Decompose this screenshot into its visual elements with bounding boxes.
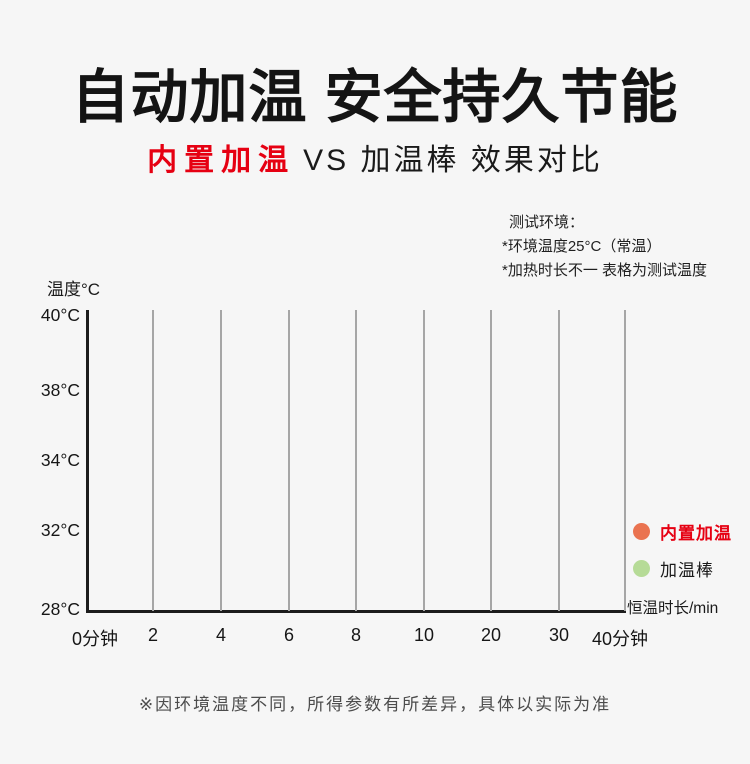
page-title: 自动加温 安全持久节能 — [71, 65, 679, 130]
x-tick-2: 2 — [147, 625, 159, 645]
y-tick-34: 34°C — [40, 450, 80, 470]
y-tick-28: 28°C — [40, 599, 80, 619]
gridline-4min — [220, 310, 222, 611]
y-axis-line — [86, 310, 89, 613]
gridline-10min — [423, 310, 425, 611]
x-tick-20: 20 — [480, 625, 502, 645]
legend-item-built-in-heating: 内置加温 — [633, 519, 732, 544]
legend-label-rod: 加温棒 — [660, 561, 714, 580]
subtitle-highlight: 内置加温 — [147, 144, 296, 177]
chart-legend: 内置加温 加温棒 — [633, 519, 732, 593]
x-tick-30: 30 — [548, 625, 570, 645]
x-tick-10: 10 — [413, 625, 435, 645]
y-tick-40: 40°C — [40, 305, 80, 325]
page-subtitle: 内置加温 VS 加温棒 效果对比 — [0, 141, 750, 181]
gridline-20min — [490, 310, 492, 611]
gridline-2min — [152, 310, 154, 611]
x-axis-line — [86, 610, 626, 613]
gridline-30min — [558, 310, 560, 611]
subtitle-rest: VS 加温棒 效果对比 — [303, 144, 603, 177]
legend-label-built-in: 内置加温 — [660, 524, 732, 543]
x-tick-0min: 0分钟 — [71, 629, 119, 649]
gridline-8min — [355, 310, 357, 611]
y-axis-title: 温度°C — [47, 280, 101, 299]
gridline-6min — [288, 310, 290, 611]
legend-item-heating-rod: 加温棒 — [633, 556, 732, 581]
x-tick-40min: 40分钟 — [591, 629, 649, 649]
test-env-line-ambient: *环境温度25°C（常温） — [502, 238, 662, 255]
x-tick-8: 8 — [350, 625, 362, 645]
x-tick-6: 6 — [283, 625, 295, 645]
test-env-heading: 测试环境： — [509, 214, 585, 231]
y-tick-38: 38°C — [40, 380, 80, 400]
test-env-line-duration: *加热时长不一 表格为测试温度 — [502, 262, 708, 279]
x-axis-title: 恒温时长/min — [627, 600, 719, 617]
y-tick-32: 32°C — [40, 520, 80, 540]
disclaimer-note: ※因环境温度不同，所得参数有所差异，具体以实际为准 — [138, 695, 612, 714]
x-tick-4: 4 — [215, 625, 227, 645]
legend-dot-green-icon — [633, 560, 650, 577]
test-environment-notes: 测试环境： *环境温度25°C（常温） *加热时长不一 表格为测试温度 — [502, 211, 707, 283]
legend-dot-orange-icon — [633, 523, 650, 540]
gridline-40min — [624, 310, 626, 611]
